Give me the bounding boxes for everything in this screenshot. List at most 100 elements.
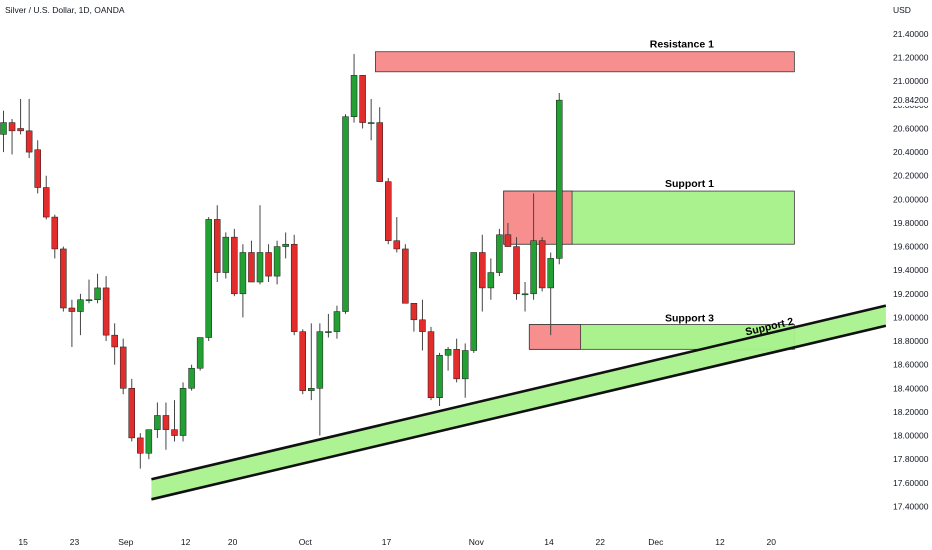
- candle[interactable]: [273, 240, 281, 285]
- candle-body: [547, 258, 554, 289]
- candle[interactable]: [436, 352, 443, 407]
- resistance-zone-4[interactable]: [528, 324, 582, 350]
- candle[interactable]: [385, 178, 392, 245]
- y-tick-label: 18.40000: [893, 383, 929, 393]
- candle[interactable]: [222, 232, 230, 279]
- candle[interactable]: [145, 429, 153, 460]
- trend-upper-line[interactable]: [151, 304, 887, 481]
- candle-body: [504, 234, 512, 247]
- candle[interactable]: [419, 299, 426, 351]
- candle[interactable]: [521, 282, 529, 312]
- candle[interactable]: [171, 400, 178, 442]
- y-tick-label: 19.20000: [893, 289, 929, 299]
- candle[interactable]: [231, 228, 238, 297]
- candle[interactable]: [205, 217, 212, 342]
- candle[interactable]: [461, 343, 469, 398]
- resistance-zone-0[interactable]: [375, 51, 795, 73]
- candle[interactable]: [325, 313, 332, 338]
- candle[interactable]: [393, 217, 401, 253]
- candle[interactable]: [479, 234, 486, 312]
- candle[interactable]: [342, 114, 349, 314]
- candle-body: [231, 236, 238, 295]
- time-axis[interactable]: 15 23 Sep 12 20 Oct 17 Nov 14 22 Dec 12 20: [18, 537, 776, 547]
- candle[interactable]: [444, 346, 452, 371]
- trend-channel-fill: [151, 305, 886, 500]
- candle[interactable]: [504, 222, 512, 247]
- candle[interactable]: [196, 337, 204, 371]
- candle[interactable]: [308, 323, 315, 401]
- candle[interactable]: [43, 175, 50, 220]
- candle-body: [487, 272, 495, 289]
- candle[interactable]: [34, 140, 41, 194]
- candle[interactable]: [188, 364, 195, 391]
- candle-body: [248, 252, 255, 283]
- candle[interactable]: [25, 98, 33, 159]
- candle[interactable]: [427, 326, 435, 401]
- candle-body: [402, 248, 409, 304]
- candle[interactable]: [256, 205, 264, 285]
- x-tick-label: 20: [767, 537, 777, 547]
- candle[interactable]: [154, 402, 161, 438]
- candle[interactable]: [51, 214, 59, 259]
- candle-body: [85, 299, 93, 301]
- candle-body: [325, 331, 332, 333]
- candle[interactable]: [94, 273, 101, 304]
- candle[interactable]: [128, 378, 135, 442]
- candle[interactable]: [17, 98, 24, 135]
- candle[interactable]: [248, 240, 255, 283]
- candle-body: [333, 311, 341, 332]
- candle[interactable]: [111, 323, 118, 365]
- candle-body: [17, 128, 24, 132]
- candle[interactable]: [496, 228, 503, 277]
- candle[interactable]: [60, 246, 67, 312]
- candle[interactable]: [102, 276, 110, 342]
- candle[interactable]: [162, 402, 170, 450]
- candle-body: [34, 149, 41, 188]
- candle[interactable]: [513, 237, 520, 300]
- candle[interactable]: [179, 382, 187, 442]
- candle[interactable]: [290, 234, 298, 336]
- candle[interactable]: [376, 107, 383, 182]
- candle[interactable]: [402, 244, 409, 304]
- candle[interactable]: [470, 252, 477, 353]
- candle[interactable]: [410, 303, 418, 332]
- candle[interactable]: [77, 293, 84, 336]
- candle[interactable]: [530, 193, 537, 300]
- candle[interactable]: [68, 299, 76, 347]
- candle[interactable]: [299, 329, 306, 395]
- y-tick-label: 20.40000: [893, 147, 929, 157]
- candle[interactable]: [556, 93, 563, 265]
- y-tick-label: 21.40000: [893, 29, 929, 39]
- candle[interactable]: [547, 252, 554, 336]
- candle[interactable]: [137, 433, 144, 469]
- candle[interactable]: [85, 279, 93, 304]
- y-tick-label: 18.20000: [893, 407, 929, 417]
- y-tick-label: 20.00000: [893, 194, 929, 204]
- candle[interactable]: [239, 244, 247, 318]
- candle[interactable]: [119, 338, 127, 395]
- candle[interactable]: [453, 338, 460, 383]
- candle[interactable]: [214, 205, 221, 283]
- candle[interactable]: [265, 244, 272, 283]
- price-axis[interactable]: 17.40000 17.60000 17.80000 18.00000 18.20000…: [890, 29, 932, 511]
- candle[interactable]: [538, 237, 546, 292]
- candle[interactable]: [316, 323, 324, 436]
- candle[interactable]: [333, 305, 341, 339]
- candle[interactable]: [8, 119, 16, 155]
- candle-body: [77, 299, 84, 312]
- trend-lower-line[interactable]: [151, 324, 887, 501]
- candle[interactable]: [367, 98, 375, 141]
- candle-body: [25, 130, 33, 153]
- candle[interactable]: [487, 258, 495, 300]
- candle[interactable]: [350, 54, 358, 123]
- candle-body: [299, 331, 306, 391]
- candle[interactable]: [0, 110, 7, 153]
- x-tick-label: Nov: [469, 537, 485, 547]
- y-tick-label: 19.80000: [893, 218, 929, 228]
- candle[interactable]: [359, 75, 366, 129]
- candle-body: [273, 246, 281, 277]
- candle-body: [68, 307, 76, 312]
- candle[interactable]: [282, 232, 289, 259]
- trend-channel[interactable]: [151, 304, 887, 501]
